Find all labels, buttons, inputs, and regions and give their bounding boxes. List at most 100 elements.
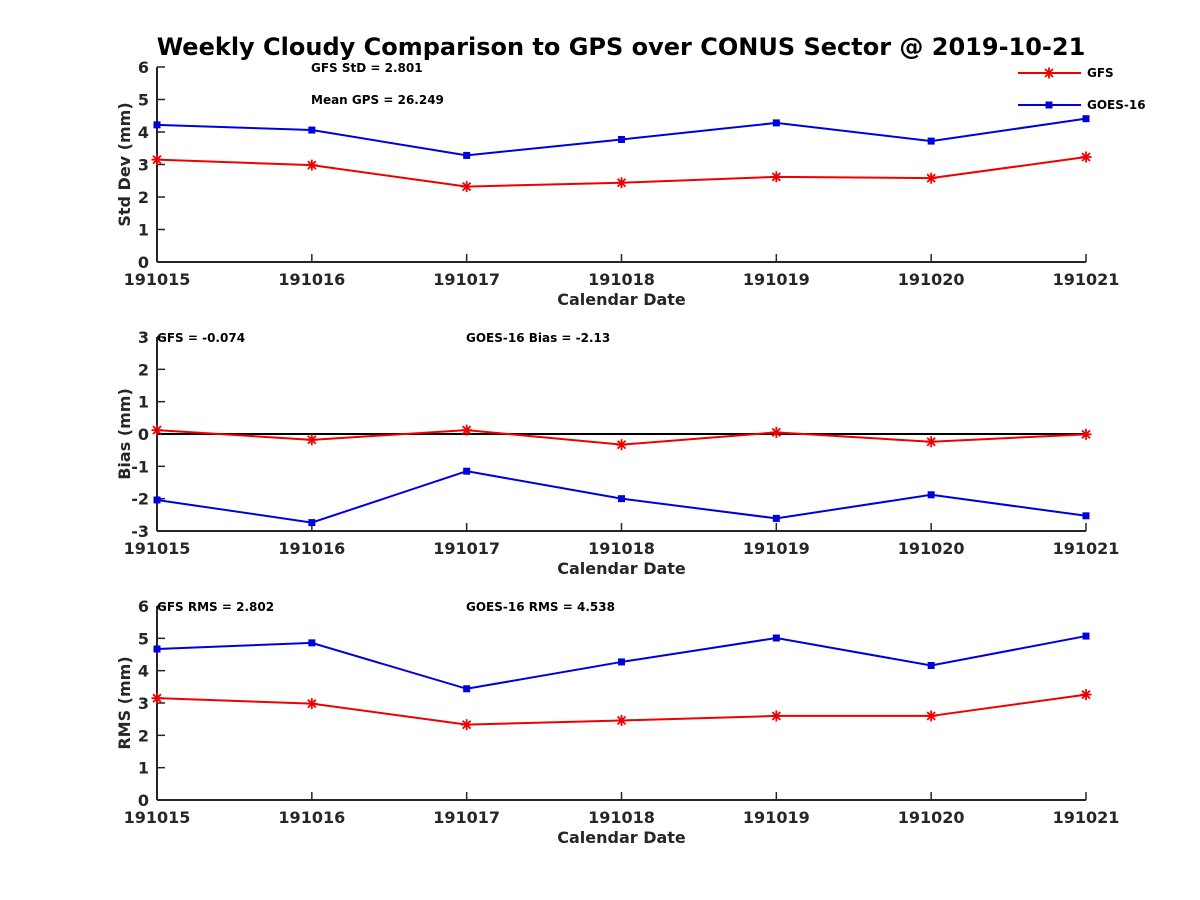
x-tick-label: 191020 bbox=[898, 808, 965, 827]
x-tick-label: 191017 bbox=[433, 808, 500, 827]
data-point bbox=[1082, 632, 1090, 640]
x-axis-label: Calendar Date bbox=[557, 290, 686, 309]
y-tick-label: 3 bbox=[138, 156, 149, 175]
y-tick-label: 6 bbox=[138, 597, 149, 616]
panel-3: 0 1 2 3 4 5 6 191015 191016 191017 191018 191019 191… bbox=[115, 597, 1119, 847]
x-tick-label: 191018 bbox=[588, 808, 655, 827]
panel-1: 0 1 2 3 4 5 6 191015 191016 191017 191018 191019 191… bbox=[115, 58, 1119, 309]
legend-item-goes-16: GOES-16 bbox=[1018, 98, 1146, 112]
data-point bbox=[616, 177, 627, 189]
x-tick-label: 191019 bbox=[743, 539, 810, 558]
x-tick-label: 191019 bbox=[743, 270, 810, 289]
x-tick-label: 191021 bbox=[1053, 808, 1120, 827]
legend-marker bbox=[1045, 101, 1053, 109]
data-point bbox=[151, 692, 163, 704]
annotation: GFS RMS = 2.802 bbox=[157, 600, 274, 614]
data-point bbox=[927, 137, 935, 145]
data-point bbox=[772, 514, 780, 522]
data-point bbox=[770, 710, 782, 722]
y-tick-label: 3 bbox=[138, 694, 149, 713]
data-point bbox=[925, 172, 937, 184]
series-gfs bbox=[151, 689, 1092, 731]
series-gfs bbox=[151, 424, 1092, 451]
data-point bbox=[1082, 115, 1090, 123]
y-tick-label: 1 bbox=[138, 759, 149, 778]
y-tick-label: 2 bbox=[138, 726, 149, 745]
x-tick-label: 191015 bbox=[124, 808, 191, 827]
y-tick-label: 1 bbox=[138, 393, 149, 412]
data-point bbox=[616, 439, 627, 451]
x-tick-label: 191021 bbox=[1053, 539, 1120, 558]
annotation: GFS StD = 2.801 bbox=[311, 61, 423, 75]
x-tick-label: 191020 bbox=[898, 539, 965, 558]
legend: GFS GOES-16 bbox=[1018, 66, 1146, 112]
x-tick-label: 191016 bbox=[278, 270, 345, 289]
x-tick-label: 191018 bbox=[588, 539, 655, 558]
data-point bbox=[1080, 428, 1092, 440]
data-point bbox=[1080, 151, 1092, 163]
panel-2: -3 -2 -1 0 1 2 3 191015 191016 191017 191018 191019… bbox=[115, 328, 1119, 578]
data-point bbox=[308, 126, 316, 134]
figure-title: Weekly Cloudy Comparison to GPS over CON… bbox=[157, 33, 1086, 61]
data-point bbox=[308, 519, 316, 527]
data-point bbox=[463, 151, 471, 159]
y-tick-label: 6 bbox=[138, 58, 149, 77]
x-tick-label: 191019 bbox=[743, 808, 810, 827]
x-tick-label: 191018 bbox=[588, 270, 655, 289]
panels: 0 1 2 3 4 5 6 191015 191016 191017 191018 191019 191… bbox=[115, 58, 1119, 847]
y-axis-label: Bias (mm) bbox=[115, 388, 134, 480]
data-point bbox=[616, 714, 627, 726]
data-point bbox=[925, 710, 937, 722]
y-tick-label: 5 bbox=[138, 629, 149, 648]
y-tick-label: 4 bbox=[138, 123, 149, 142]
data-point bbox=[1082, 512, 1090, 520]
data-point bbox=[772, 634, 780, 642]
x-tick-label: 191016 bbox=[278, 808, 345, 827]
data-point bbox=[618, 495, 625, 503]
y-tick-label: 1 bbox=[138, 221, 149, 240]
legend-label: GOES-16 bbox=[1087, 98, 1146, 112]
data-point bbox=[1080, 689, 1092, 701]
y-tick-label: 0 bbox=[138, 253, 149, 272]
y-axis-label: RMS (mm) bbox=[115, 656, 134, 749]
y-tick-label: 2 bbox=[138, 188, 149, 207]
data-point bbox=[618, 658, 625, 666]
data-point bbox=[153, 496, 161, 504]
y-tick-label: 0 bbox=[138, 425, 149, 444]
data-point bbox=[461, 424, 473, 436]
data-point bbox=[306, 434, 318, 446]
series-goes-16 bbox=[153, 632, 1090, 693]
data-point bbox=[463, 685, 471, 693]
y-tick-label: 0 bbox=[138, 791, 149, 810]
x-axis-label: Calendar Date bbox=[557, 828, 686, 847]
annotation: GOES-16 RMS = 4.538 bbox=[466, 600, 615, 614]
legend-label: GFS bbox=[1087, 66, 1114, 80]
data-point bbox=[306, 698, 318, 710]
y-tick-label: 4 bbox=[138, 662, 149, 681]
data-point bbox=[770, 171, 782, 183]
y-tick-label: 5 bbox=[138, 91, 149, 110]
data-point bbox=[306, 159, 318, 171]
series-goes-16 bbox=[153, 115, 1090, 159]
data-point bbox=[153, 645, 161, 653]
x-tick-label: 191020 bbox=[898, 270, 965, 289]
x-tick-label: 191021 bbox=[1053, 270, 1120, 289]
data-point bbox=[461, 181, 473, 193]
data-point bbox=[153, 121, 161, 129]
series-gfs bbox=[151, 151, 1092, 193]
legend-item-gfs: GFS bbox=[1018, 66, 1114, 80]
x-tick-label: 191017 bbox=[433, 539, 500, 558]
x-tick-label: 191016 bbox=[278, 539, 345, 558]
data-point bbox=[151, 154, 163, 166]
data-point bbox=[927, 661, 935, 669]
x-tick-label: 191015 bbox=[124, 539, 191, 558]
y-tick-label: 2 bbox=[138, 360, 149, 379]
y-tick-label: -2 bbox=[131, 490, 149, 509]
x-tick-label: 191017 bbox=[433, 270, 500, 289]
annotation: GFS = -0.074 bbox=[157, 331, 245, 345]
y-tick-label: 3 bbox=[138, 328, 149, 347]
annotation: GOES-16 Bias = -2.13 bbox=[466, 331, 610, 345]
legend-marker bbox=[1043, 67, 1055, 79]
data-point bbox=[770, 426, 782, 438]
